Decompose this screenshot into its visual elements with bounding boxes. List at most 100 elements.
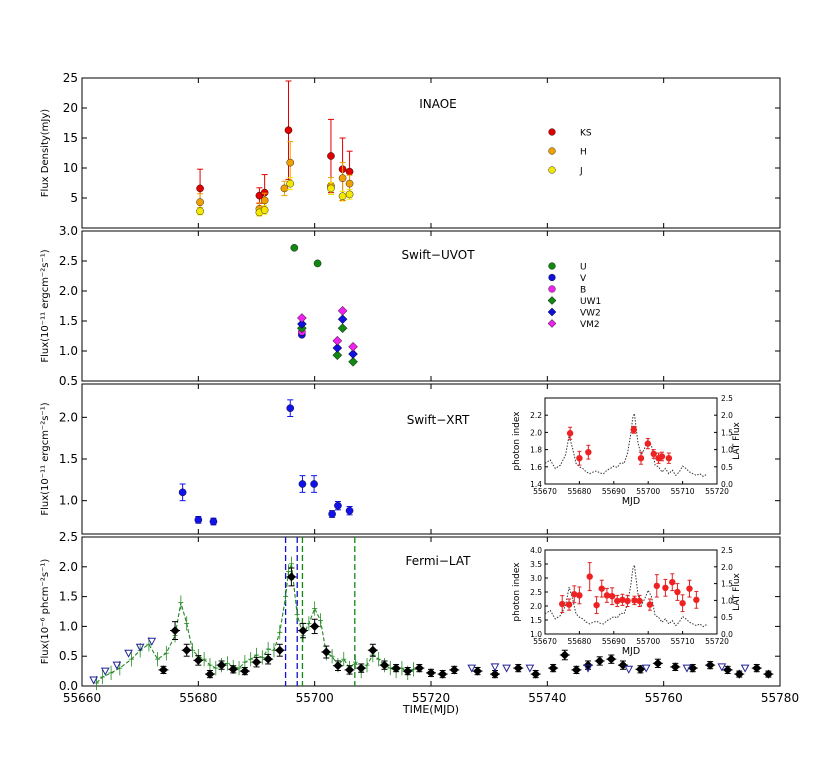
upper-limit-point xyxy=(502,664,511,673)
data-point xyxy=(260,196,269,205)
inset-photon-index-point xyxy=(576,592,583,599)
data-point xyxy=(260,206,269,214)
inset-y2-tick-label: 0.0 xyxy=(721,630,733,639)
legend-label: V xyxy=(580,274,587,284)
inset-lat-flux-curve xyxy=(544,413,707,478)
inset-photon-index-point xyxy=(586,573,593,580)
y-tick-label: 1.5 xyxy=(59,590,78,604)
data-point-diamond xyxy=(297,319,307,329)
data-point-diamond xyxy=(348,349,358,359)
inset-photon-index-point xyxy=(559,600,566,608)
inset-photon-index-point xyxy=(566,430,574,437)
data-point xyxy=(286,179,295,188)
inset-y-tick-label: 2.0 xyxy=(530,428,542,437)
inset-frame xyxy=(544,397,718,485)
inset-photon-index-point xyxy=(669,579,676,586)
inset-x-axis-title: MJD xyxy=(622,646,640,657)
inset-y-tick-label: 1.6 xyxy=(530,463,542,472)
x-tick-label: 55780 xyxy=(761,691,799,705)
data-point-diamond xyxy=(332,343,343,353)
inset-x-axis-title: MJD xyxy=(622,496,640,507)
inset-y-axis-title: photon index xyxy=(512,411,522,471)
inset-photon-index-point xyxy=(646,601,654,608)
inset-x-tick-label: 55690 xyxy=(602,637,626,646)
y-tick-label: 1.5 xyxy=(59,314,78,328)
upper-limit-point xyxy=(740,664,750,673)
inset-photon-index-point xyxy=(585,448,592,456)
y-tick-label: 1.0 xyxy=(59,344,78,358)
y-tick-label: 3.0 xyxy=(59,224,78,238)
inset-x-tick-label: 55720 xyxy=(705,637,729,646)
legend-marker xyxy=(548,128,556,136)
data-point xyxy=(338,174,347,182)
legend-label: VW2 xyxy=(580,309,601,319)
upper-limit-point xyxy=(641,664,651,673)
data-point xyxy=(345,167,354,176)
inset-photon-index-point xyxy=(571,591,578,598)
data-point xyxy=(280,184,289,193)
y-tick-label: 2.5 xyxy=(59,530,78,544)
y-tick-label: 2.0 xyxy=(59,560,78,574)
data-point xyxy=(345,506,354,515)
inset-photon-index-point xyxy=(653,582,660,590)
inset-y2-tick-label: 2.5 xyxy=(721,546,733,555)
inset-y-tick-label: 1.0 xyxy=(530,630,542,639)
inset-x-tick-label: 55700 xyxy=(636,637,660,646)
legend-marker xyxy=(548,147,556,155)
inset-x-tick-label: 55690 xyxy=(602,487,626,496)
inset-x-tick-label: 55680 xyxy=(567,487,591,496)
legend-marker xyxy=(547,307,557,317)
data-point xyxy=(178,488,187,497)
data-point-diamond xyxy=(348,356,358,367)
inset-photon-index-point xyxy=(644,440,652,447)
data-point-diamond xyxy=(297,313,307,323)
legend-label: U xyxy=(580,263,587,273)
inset-photon-index-point xyxy=(608,593,616,600)
inset-y2-tick-label: 1.0 xyxy=(721,596,733,605)
inset-y2-axis-title: LAT Flux xyxy=(732,421,742,459)
upper-limit-point xyxy=(682,664,692,673)
data-point xyxy=(290,243,299,252)
y-tick-label: 0.5 xyxy=(59,374,78,388)
x-tick-label: 55740 xyxy=(528,691,566,705)
panel-label: Fermi−LAT xyxy=(406,554,472,568)
inset-photon-index-point xyxy=(686,585,693,592)
inset-photon-index-point xyxy=(630,426,637,434)
inset-x-tick-label: 55670 xyxy=(533,637,557,646)
inset-photon-index-point xyxy=(593,601,600,609)
inset-x-tick-label: 55700 xyxy=(636,487,660,496)
upper-limit-point xyxy=(525,664,535,673)
upper-limit-point xyxy=(135,643,145,652)
inset-y2-tick-label: 0.0 xyxy=(721,480,733,489)
y-tick-label: 0.5 xyxy=(59,649,78,663)
legend-marker xyxy=(548,285,556,293)
y-axis-title: Flux(10⁻¹¹ ergcm⁻²s⁻¹) xyxy=(40,402,51,515)
y-tick-label: 2.0 xyxy=(59,284,78,298)
inset-photon-index-point xyxy=(693,596,700,604)
inset-y-tick-label: 3.5 xyxy=(530,560,542,569)
inset-photon-index-point xyxy=(679,600,686,607)
panel-label: Swift−XRT xyxy=(407,413,470,427)
data-point-diamond xyxy=(332,335,343,346)
inset-y-tick-label: 3.0 xyxy=(530,574,542,583)
upper-limit-point xyxy=(100,667,110,676)
inset-y-tick-label: 4.0 xyxy=(530,546,542,555)
y-tick-label: 25 xyxy=(63,71,78,85)
y-tick-label: 1.0 xyxy=(59,494,78,508)
inset-x-tick-label: 55680 xyxy=(567,637,591,646)
inset-photon-index-point xyxy=(565,601,573,608)
panel-label: Swift−UVOT xyxy=(401,248,475,262)
y-tick-label: 1.0 xyxy=(59,619,78,633)
data-point xyxy=(209,517,218,526)
inset-lat-flux-curve xyxy=(544,564,707,628)
legend-label: UW1 xyxy=(580,297,601,307)
data-point xyxy=(328,510,336,518)
inset-y2-tick-label: 1.0 xyxy=(721,446,733,455)
data-point xyxy=(196,184,204,193)
inset-y2-tick-label: 2.0 xyxy=(721,563,733,572)
inset-photon-index-point xyxy=(637,455,645,462)
data-point xyxy=(196,198,204,206)
data-point xyxy=(310,480,318,488)
upper-limit-point xyxy=(124,649,133,658)
